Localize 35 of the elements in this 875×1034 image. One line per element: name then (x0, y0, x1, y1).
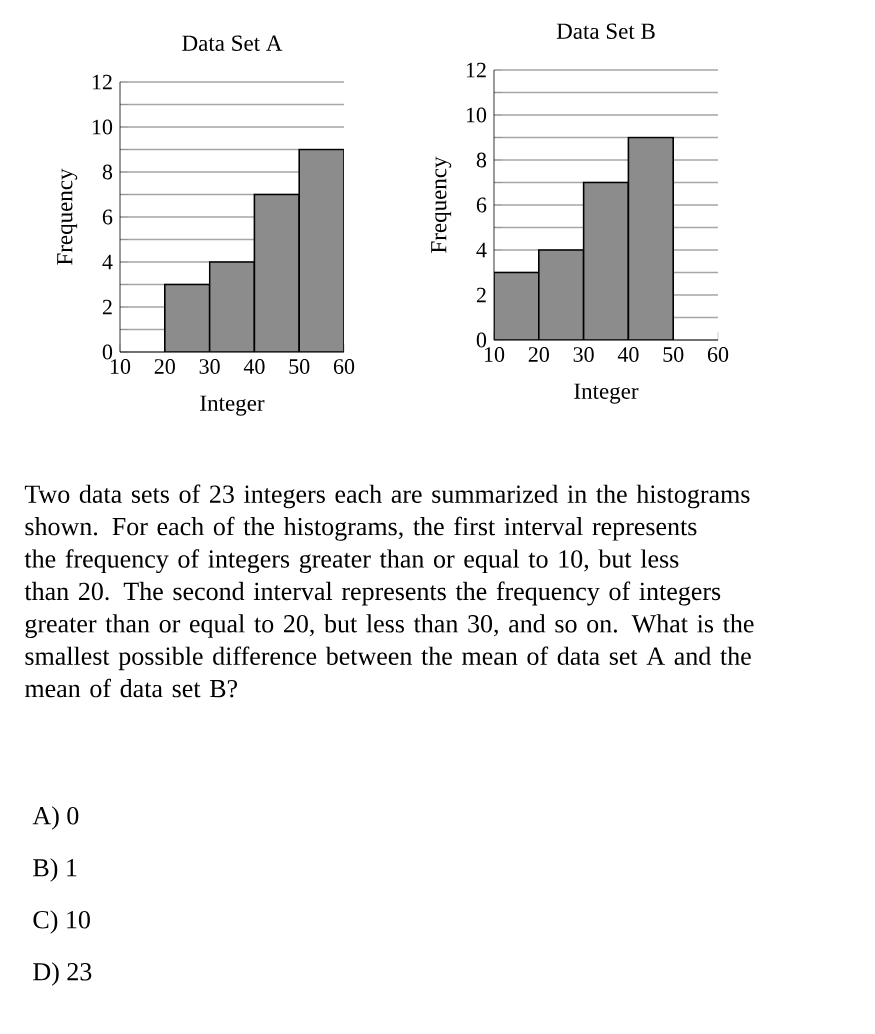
y-tick-label: 10 (466, 107, 487, 123)
text: D) 23 (33, 962, 92, 986)
y-tick-label: 10 (92, 119, 113, 135)
y-tick-label: 0 (476, 332, 487, 348)
x-tick-label: 60 (707, 347, 729, 362)
text: Two data sets of 23 integers each are summarized in the histograms shown. For each of the histograms, the first interval represents the frequency of integers greater than or equal to 10, but less than 20. The second interval represents the frequency of integers greater than or equal to 20, but less than 30, and so on. What is the smallest possible difference between the mean of data set A and the mean of data set B? (24, 484, 754, 698)
x-axis-title: Integer (574, 383, 639, 404)
y-tick-label: 8 (102, 164, 113, 180)
x-tick-label: 40 (617, 347, 639, 362)
text: A) 0 (32, 806, 79, 830)
x-tick-label: 30 (199, 359, 220, 374)
x-tick-label: 20 (154, 359, 175, 374)
x-tick-label: 50 (663, 347, 684, 362)
y-tick-label: 4 (476, 242, 487, 258)
y-tick-label: 4 (102, 254, 113, 270)
y-tick-label: 6 (102, 209, 113, 225)
x-axis-title: Integer (200, 395, 265, 416)
y-tick-label: 2 (102, 299, 112, 315)
chart-title: Data Set A (182, 35, 283, 51)
x-tick-label: 20 (528, 347, 549, 362)
y-tick-label: 12 (466, 62, 486, 78)
chart-title: Data Set B (556, 23, 655, 39)
y-tick-label: 8 (476, 152, 487, 168)
x-tick-label: 50 (289, 359, 310, 374)
x-tick-label: 60 (333, 359, 355, 374)
y-tick-label: 0 (102, 344, 113, 360)
y-tick-label: 6 (476, 197, 487, 213)
x-tick-label: 40 (243, 359, 265, 374)
y-tick-label: 2 (476, 287, 486, 303)
y-axis-title: Frequency (431, 156, 452, 253)
y-axis-title: Frequency (57, 168, 78, 265)
text: C) 10 (33, 910, 90, 934)
y-tick-label: 12 (92, 74, 112, 90)
text: B) 1 (33, 858, 77, 882)
x-tick-label: 30 (573, 347, 594, 362)
